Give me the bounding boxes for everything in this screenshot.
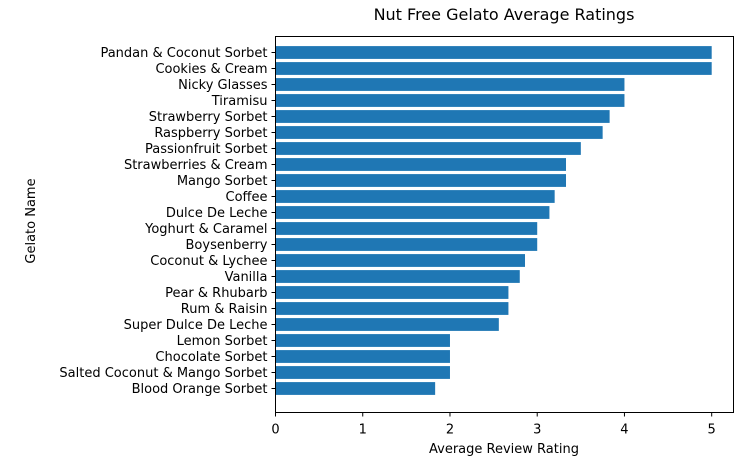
y-tick-label: Super Dulce De Leche	[124, 318, 268, 333]
bar	[275, 238, 538, 251]
bar	[275, 382, 436, 395]
x-tick-label: 5	[708, 423, 716, 438]
bars-group	[275, 46, 712, 395]
y-tick-label: Tiramisu	[211, 94, 268, 109]
y-tick-label: Coffee	[226, 190, 268, 205]
bar	[275, 46, 712, 59]
y-tick-label: Chocolate Sorbet	[155, 350, 267, 365]
plot-frame	[275, 36, 734, 413]
bar	[275, 318, 499, 331]
bar	[275, 62, 712, 75]
y-tick-label: Mango Sorbet	[177, 174, 268, 189]
bar	[275, 222, 538, 235]
y-tick-label: Strawberry Sorbet	[149, 110, 268, 125]
x-axis-label: Average Review Rating	[429, 442, 579, 457]
bar	[275, 286, 509, 299]
bar	[275, 254, 526, 267]
y-axis-label: Gelato Name	[24, 178, 39, 263]
y-tick-label: Salted Coconut & Mango Sorbet	[59, 366, 267, 381]
y-tick-label: Dulce De Leche	[166, 206, 268, 221]
x-tick-label: 1	[359, 423, 367, 438]
y-tick-label: Cookies & Cream	[155, 62, 267, 77]
bar	[275, 158, 567, 171]
x-tick-label: 4	[620, 423, 628, 438]
y-tick-label: Raspberry Sorbet	[154, 126, 267, 141]
y-tick-label: Rum & Raisin	[181, 302, 268, 317]
bar	[275, 206, 550, 219]
bar	[275, 142, 581, 155]
y-tick-label: Yoghurt & Caramel	[144, 222, 267, 237]
y-tick-label: Pear & Rhubarb	[165, 286, 267, 301]
x-tick-label: 3	[533, 423, 541, 438]
x-tick-label: 2	[446, 423, 454, 438]
y-tick-label: Strawberries & Cream	[124, 158, 268, 173]
bar	[275, 94, 625, 107]
y-tick-label: Vanilla	[225, 270, 268, 285]
y-tick-label: Nicky Glasses	[178, 78, 268, 93]
bar	[275, 366, 450, 379]
x-axis: 0 1 2 3 4 5	[271, 412, 716, 438]
bar	[275, 302, 509, 315]
bar	[275, 110, 610, 123]
y-tick-label: Lemon Sorbet	[177, 334, 268, 349]
y-tick-label: Blood Orange Sorbet	[132, 382, 268, 397]
y-tick-label: Boysenberry	[186, 238, 268, 253]
y-tick-label: Coconut & Lychee	[150, 254, 267, 269]
bar	[275, 350, 450, 363]
y-tick-label: Passionfruit Sorbet	[145, 142, 267, 157]
y-tick-label: Pandan & Coconut Sorbet	[100, 46, 267, 61]
bar	[275, 174, 567, 187]
chart-title: Nut Free Gelato Average Ratings	[374, 5, 635, 24]
bar	[275, 190, 555, 203]
x-tick-label: 0	[271, 423, 279, 438]
bar	[275, 334, 450, 347]
bar	[275, 78, 625, 91]
bar	[275, 270, 520, 283]
bar	[275, 126, 603, 139]
